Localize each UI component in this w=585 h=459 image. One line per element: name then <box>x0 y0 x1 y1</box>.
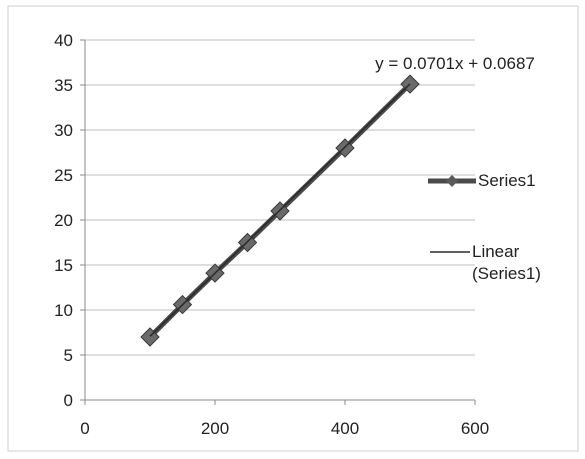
x-tick-label-0: 0 <box>80 419 89 438</box>
legend-item-linear: Linear (Series1) <box>426 241 568 285</box>
trendline-linear-series1 <box>149 83 411 337</box>
legend: Series1 Linear (Series1) <box>426 168 576 308</box>
x-tick-label-400: 400 <box>331 419 359 438</box>
chart-background <box>7 5 579 452</box>
y-tick-label-10: 10 <box>54 301 73 320</box>
legend-label-linear: Linear (Series1) <box>472 242 541 283</box>
axes <box>80 39 476 405</box>
y-tick-label-15: 15 <box>54 256 73 275</box>
y-tick-label-25: 25 <box>54 166 73 185</box>
y-tick-label-35: 35 <box>54 76 73 95</box>
y-tick-label-0: 0 <box>64 391 73 410</box>
legend-item-series1: Series1 <box>426 170 536 192</box>
x-tick-label-600: 600 <box>461 419 489 438</box>
x-tick-label-200: 200 <box>201 419 229 438</box>
y-tick-label-30: 30 <box>54 121 73 140</box>
trendline <box>149 83 411 337</box>
y-tick-label-5: 5 <box>64 346 73 365</box>
legend-marker-series1 <box>428 175 476 187</box>
y-tick-label-40: 40 <box>54 31 73 50</box>
trendline-equation: y = 0.0701x + 0.0687 <box>375 54 535 73</box>
legend-marker-linear <box>430 251 470 253</box>
legend-label-series1: Series1 <box>478 171 536 190</box>
y-tick-label-20: 20 <box>54 211 73 230</box>
